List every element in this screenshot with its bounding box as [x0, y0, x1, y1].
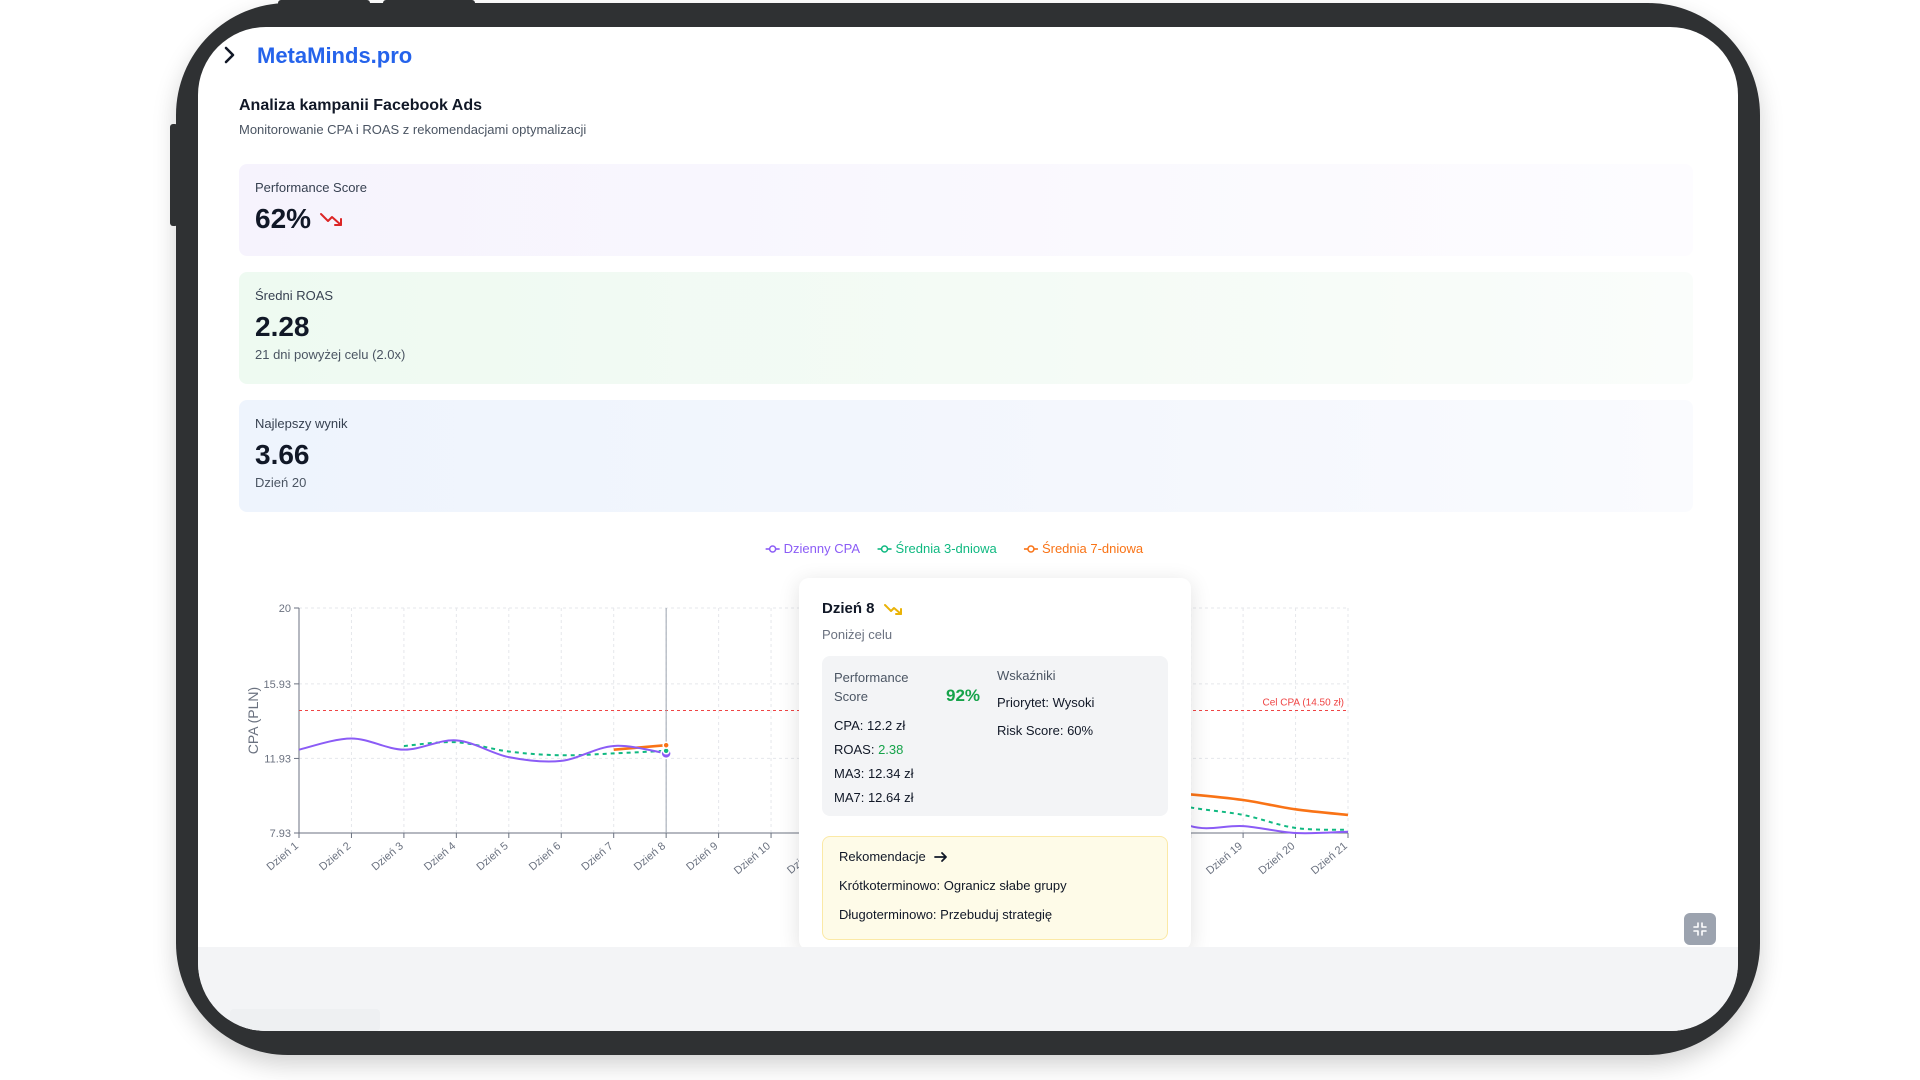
- target-label: Cel CPA (14.50 zł): [1262, 698, 1344, 709]
- card-value: 3.66: [255, 439, 310, 470]
- card-note: 21 dni powyżej celu (2.0x): [255, 347, 406, 362]
- arrow-right-icon: [933, 851, 947, 862]
- x-tick-label: Dzień 1: [265, 840, 301, 873]
- chart-tooltip: Dzień 8 Poniżej celu Performance Score 9…: [799, 578, 1191, 950]
- y-tick-label: 7.93: [270, 828, 291, 840]
- short-term-recommendation: Krótkoterminowo: Ogranicz słabe grupy: [839, 878, 1067, 893]
- ma3-value: MA3: 12.34 zł: [834, 766, 914, 781]
- tooltip-metrics: Performance Score 92% CPA: 12.2 zł ROAS:…: [822, 656, 1168, 816]
- card-value: 2.28: [255, 311, 310, 342]
- x-tick-label: Dzień 19: [1204, 840, 1245, 877]
- screen-bottom-area: [198, 947, 1738, 1031]
- x-tick-label: Dzień 9: [684, 840, 720, 873]
- cpa-value: CPA: 12.2 zł: [834, 718, 906, 733]
- device-button-side: [170, 124, 178, 226]
- chevron-right-icon[interactable]: [220, 45, 238, 65]
- performance-label: Performance Score: [834, 670, 909, 704]
- x-tick-label: Dzień 21: [1309, 840, 1350, 877]
- legend-label: Średnia 7-dniowa: [1042, 541, 1144, 556]
- priority-value: Priorytet: Wysoki: [997, 695, 1095, 710]
- card-value-row: 62%: [255, 203, 1677, 235]
- long-term-recommendation: Długoterminowo: Przebuduj strategię: [839, 907, 1053, 922]
- card-value: 62%: [255, 203, 312, 234]
- x-tick-label: Dzień 7: [579, 840, 615, 873]
- tooltip-day: Dzień 8: [822, 600, 875, 617]
- card-note: Dzień 20: [255, 475, 307, 490]
- brand-logo[interactable]: MetaMinds.pro: [257, 43, 413, 68]
- page-title: Analiza kampanii Facebook Ads: [239, 97, 483, 114]
- tooltip-metrics-left: Performance Score 92% CPA: 12.2 zł ROAS:…: [834, 668, 994, 806]
- best-result-card: Najlepszy wynik 3.66 Dzień 20: [239, 400, 1693, 512]
- x-tick-label: Dzień 6: [527, 840, 563, 873]
- recommendations-header[interactable]: Rekomendacje: [839, 849, 1151, 864]
- x-tick-label: Dzień 10: [732, 840, 773, 877]
- legend-label: Dzienny CPA: [784, 541, 861, 556]
- collapse-icon: [1693, 922, 1707, 936]
- roas-value: 2.38: [878, 742, 904, 757]
- ma7-value: MA7: 12.64 zł: [834, 790, 914, 805]
- y-axis-label: CPA (PLN): [245, 687, 261, 754]
- x-tick-label: Dzień 2: [317, 840, 353, 873]
- legend-marker: [1027, 545, 1035, 553]
- fullscreen-button[interactable]: [1684, 913, 1716, 945]
- roas-card: Średni ROAS 2.28 21 dni powyżej celu (2.…: [239, 272, 1693, 384]
- card-label: Najlepszy wynik: [255, 416, 348, 431]
- y-tick-label: 11.93: [264, 753, 291, 765]
- screen: MetaMinds.pro Analiza kampanii Facebook …: [198, 27, 1738, 1031]
- risk-score-value: Risk Score: 60%: [997, 723, 1094, 738]
- active-dot: [662, 741, 670, 749]
- trending-down-icon: [320, 213, 343, 226]
- roas-label: ROAS:: [834, 742, 879, 757]
- top-bar: MetaMinds.pro: [198, 27, 1738, 85]
- bottom-hint: [230, 1009, 380, 1031]
- x-tick-label: Dzień 8: [632, 840, 668, 873]
- y-tick-label: 15.93: [263, 679, 291, 691]
- trending-down-icon: [883, 603, 902, 615]
- page-subtitle: Monitorowanie CPA i ROAS z rekomendacjam…: [239, 122, 587, 137]
- legend-label: Średnia 3-dniowa: [896, 541, 998, 556]
- x-tick-label: Dzień 3: [370, 840, 406, 873]
- y-tick-label: 20: [279, 603, 291, 615]
- recommendations-box: Rekomendacje Krótkoterminowo: Ogranicz s…: [822, 836, 1168, 940]
- x-tick-label: Dzień 4: [422, 840, 458, 873]
- x-tick-label: Dzień 5: [474, 840, 510, 873]
- device-button-top: [278, 0, 370, 6]
- card-label: Średni ROAS: [255, 288, 334, 303]
- tooltip-header: Dzień 8: [822, 600, 1168, 617]
- tooltip-status: Poniżej celu: [822, 627, 893, 642]
- recommendations-title: Rekomendacje: [839, 849, 926, 864]
- x-tick-label: Dzień 20: [1257, 840, 1298, 877]
- device-button-top-2: [383, 0, 475, 6]
- roas-row: ROAS: 2.38: [834, 742, 994, 758]
- legend-marker: [768, 545, 777, 553]
- performance-score-card: Performance Score 62%: [239, 164, 1693, 256]
- indicators-label: Wskaźniki: [997, 668, 1056, 683]
- legend-marker: [880, 545, 889, 553]
- performance-value: 92%: [946, 686, 981, 705]
- tooltip-metrics-right: Wskaźniki Priorytet: Wysoki Risk Score: …: [997, 668, 1167, 739]
- card-label: Performance Score: [255, 180, 367, 195]
